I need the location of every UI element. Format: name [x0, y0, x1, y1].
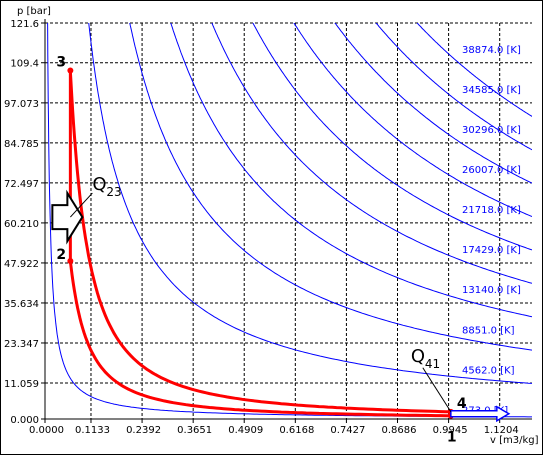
point-label-3: 3	[56, 55, 66, 71]
y-tick-label: 47.922	[4, 259, 39, 270]
isotherm-label: 17429.0 [K]	[462, 245, 521, 256]
isotherms	[47, 23, 532, 418]
isotherm-line	[47, 23, 532, 418]
q41-label: Q	[411, 346, 425, 367]
heat-out-arrow-icon	[450, 405, 511, 423]
isotherm-label: 4562.0 [K]	[462, 365, 515, 376]
isotherm-label: 34585.0 [K]	[462, 85, 521, 96]
x-tick-label: 1.1204	[484, 425, 519, 436]
isotherm-line	[375, 23, 532, 151]
x-tick-label: 0.2392	[126, 425, 161, 436]
cycle-point	[67, 258, 74, 265]
y-tick-label: 35.634	[4, 299, 39, 310]
x-tick-label: 0.7427	[330, 425, 365, 436]
x-tick-label: 0.9945	[433, 425, 468, 436]
q23-subscript: 23	[106, 185, 121, 199]
q41-leader-line	[422, 367, 452, 413]
y-tick-label: 109.4	[10, 59, 39, 70]
x-tick-label: 0.4909	[228, 425, 263, 436]
y-tick-label: 0.000	[10, 415, 39, 426]
q23-leader-line	[69, 192, 93, 218]
isotherm-line	[252, 23, 532, 251]
heat-in-arrow-icon	[51, 189, 84, 245]
isotherm-labels: 273.0 [K]4562.0 [K]8851.0 [K]13140.0 [K]…	[462, 45, 521, 417]
expansion-curve	[68, 70, 451, 414]
cycle	[67, 67, 454, 419]
y-tick-label: 23.347	[4, 339, 39, 350]
x-tick-label: 0.1133	[75, 425, 110, 436]
isotherm-line	[416, 23, 532, 117]
isotherm-line	[334, 23, 532, 184]
isotherm-label: 8851.0 [K]	[462, 325, 515, 336]
cycle-point	[67, 67, 74, 74]
compression-curve	[68, 260, 451, 418]
isotherm-line	[88, 23, 532, 384]
isotherm-label: 13140.0 [K]	[462, 285, 521, 296]
isotherm-line	[170, 23, 532, 318]
point-label-1: 1	[447, 430, 457, 446]
point-label-4: 4	[457, 396, 467, 412]
y-tick-label: 60.210	[4, 219, 39, 230]
x-tick-label: 0.0000	[29, 425, 64, 436]
isotherm-label: 30296.0 [K]	[462, 125, 521, 136]
q23-label: Q	[92, 174, 106, 195]
axes	[44, 19, 532, 420]
isotherm-line	[293, 23, 532, 217]
y-tick-label: 121.6	[10, 19, 39, 30]
point-label-2: 2	[56, 247, 66, 263]
y-tick-label: 72.497	[4, 179, 39, 190]
q41-subscript: 41	[425, 357, 440, 371]
y-tick-label: 84.785	[4, 139, 39, 150]
x-tick-label: 0.8686	[382, 425, 417, 436]
y-tick-label: 11.059	[4, 379, 39, 390]
y-axis-label: p [bar]	[17, 6, 51, 17]
isotherm-label: 21718.0 [K]	[462, 205, 521, 216]
isotherm-label: 26007.0 [K]	[462, 165, 521, 176]
isotherm-line	[211, 23, 532, 284]
y-tick-label: 97.073	[4, 99, 39, 110]
x-tick-label: 0.3651	[177, 425, 212, 436]
grid	[45, 22, 532, 419]
x-axis-label: v [m3/kg]	[490, 435, 539, 446]
tick-labels: 0.0000 0.1133 0.2392 0.3651 0.4909 0.6168 0.74…	[4, 19, 519, 436]
isotherm-line	[129, 23, 532, 351]
isotherm-label: 38874.0 [K]	[462, 45, 521, 56]
x-tick-label: 0.6168	[279, 425, 314, 436]
